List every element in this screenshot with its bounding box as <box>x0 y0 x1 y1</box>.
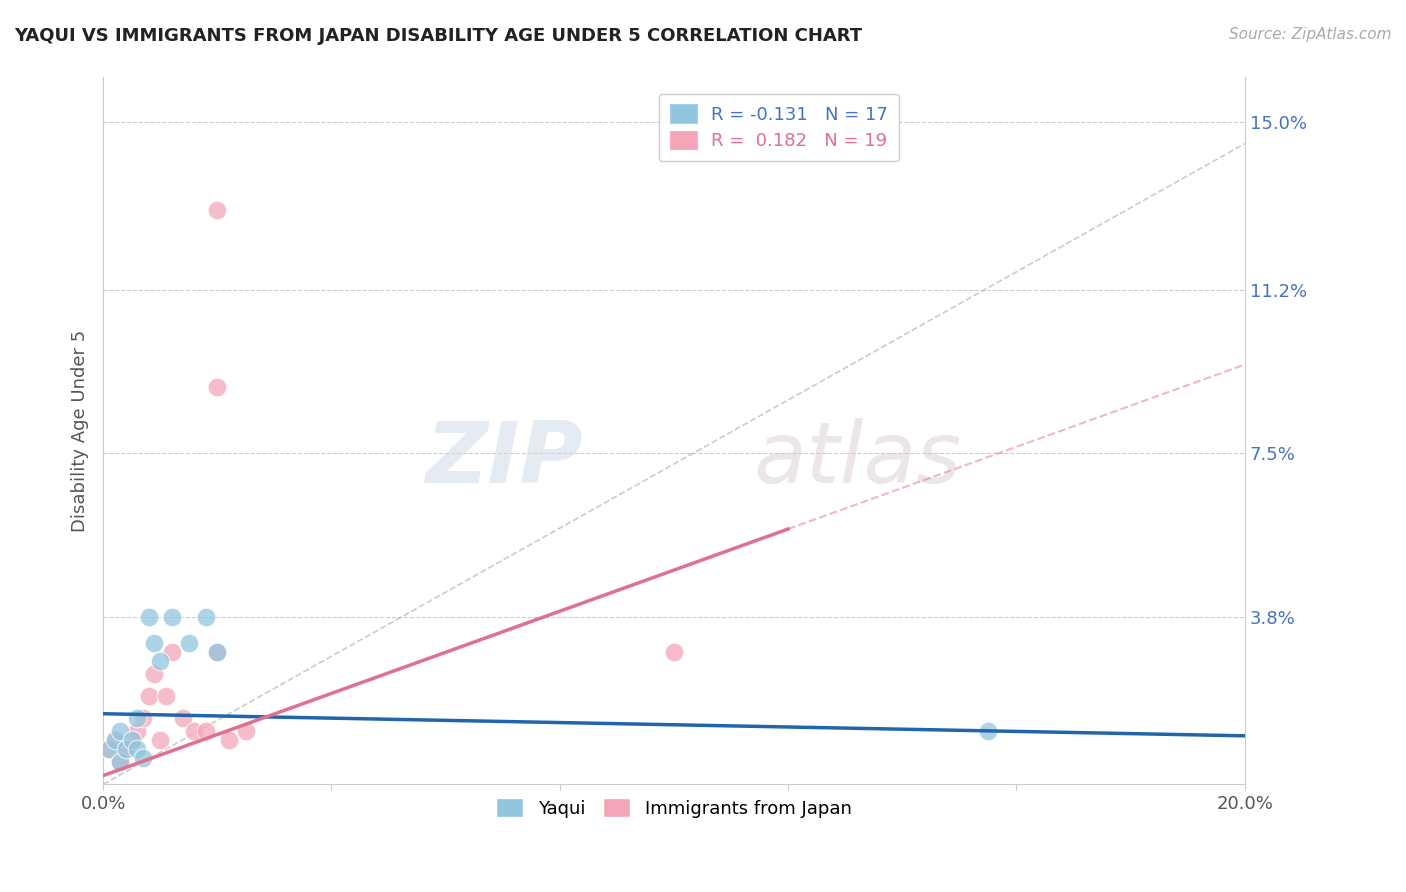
Point <box>149 654 172 668</box>
Point <box>143 636 166 650</box>
Point <box>662 645 685 659</box>
Point <box>194 724 217 739</box>
Point <box>103 733 125 747</box>
Point <box>127 742 149 756</box>
Text: ZIP: ZIP <box>425 417 582 500</box>
Point <box>115 742 138 756</box>
Point <box>194 609 217 624</box>
Point <box>172 711 194 725</box>
Point <box>235 724 257 739</box>
Point <box>115 742 138 756</box>
Point <box>138 689 160 703</box>
Point <box>103 733 125 747</box>
Text: atlas: atlas <box>754 417 962 500</box>
Point <box>177 636 200 650</box>
Point <box>207 645 229 659</box>
Point <box>121 733 143 747</box>
Point <box>155 689 177 703</box>
Point <box>207 202 229 217</box>
Point <box>132 711 155 725</box>
Text: Source: ZipAtlas.com: Source: ZipAtlas.com <box>1229 27 1392 42</box>
Point <box>160 609 183 624</box>
Point <box>97 742 120 756</box>
Point <box>132 751 155 765</box>
Point <box>138 609 160 624</box>
Y-axis label: Disability Age Under 5: Disability Age Under 5 <box>72 330 89 532</box>
Legend: Yaqui, Immigrants from Japan: Yaqui, Immigrants from Japan <box>489 791 859 825</box>
Point <box>207 645 229 659</box>
Point <box>110 756 132 770</box>
Point <box>149 733 172 747</box>
Point <box>121 733 143 747</box>
Point <box>97 742 120 756</box>
Point <box>183 724 205 739</box>
Point <box>160 645 183 659</box>
Point <box>977 724 1000 739</box>
Point <box>207 380 229 394</box>
Point <box>218 733 240 747</box>
Point <box>110 756 132 770</box>
Text: YAQUI VS IMMIGRANTS FROM JAPAN DISABILITY AGE UNDER 5 CORRELATION CHART: YAQUI VS IMMIGRANTS FROM JAPAN DISABILIT… <box>14 27 862 45</box>
Point <box>127 724 149 739</box>
Point <box>127 711 149 725</box>
Point <box>110 724 132 739</box>
Point <box>143 667 166 681</box>
